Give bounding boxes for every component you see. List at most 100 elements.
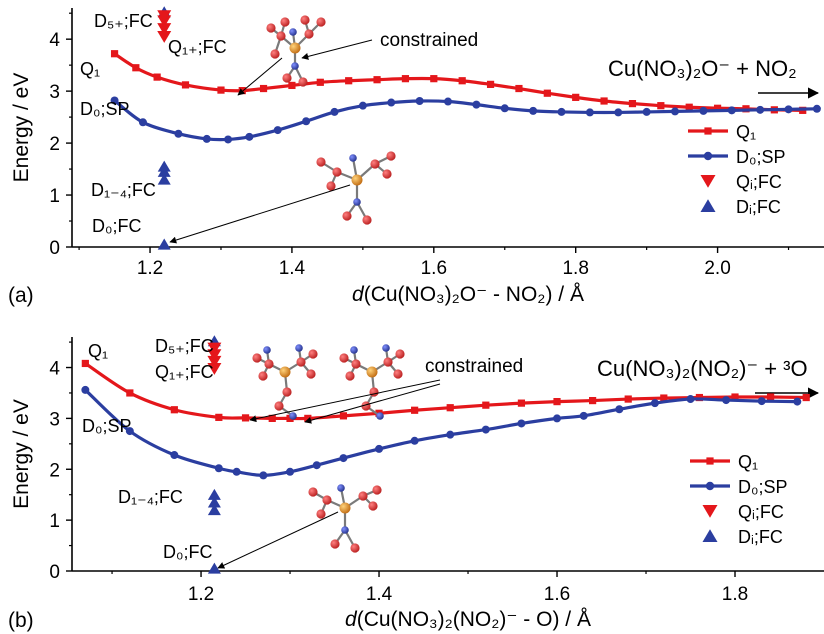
d0sp-data-point <box>174 129 183 138</box>
q1-data-point <box>268 414 276 422</box>
q1-data-point <box>628 100 637 108</box>
y-axis-label: Energy / eV <box>10 399 33 509</box>
d0sp-data-point <box>273 126 282 135</box>
q1-data-point <box>215 413 223 421</box>
d0sp-data-point <box>286 467 295 476</box>
d0sp-data-point <box>358 101 367 110</box>
y-tick-label: 4 <box>49 30 60 51</box>
x-axis-label: d(Cu(NO₃)₂(NO₂)⁻ - O) / Å <box>345 608 591 631</box>
constrained-arrow <box>304 383 441 424</box>
d0sp-data-point <box>727 106 736 115</box>
d0sp-data-point <box>170 451 179 460</box>
d-fc-point <box>207 488 221 500</box>
label-d0-fc: D₀;FC <box>92 216 141 236</box>
x-tick-label: 1.2 <box>188 584 214 605</box>
d0sp-data-point <box>784 105 793 114</box>
legend: Q₁ D₀;SP Qᵢ;FC Dᵢ;FC <box>688 122 785 217</box>
label-d14-fc: D₁₋₄;FC <box>91 180 156 200</box>
q1-data-point <box>767 393 775 401</box>
molecule-structure-icon <box>252 344 318 420</box>
y-tick-label: 4 <box>49 359 60 380</box>
legend-label: D₀;SP <box>738 477 787 497</box>
pointer-arrow <box>237 57 283 96</box>
x-tick-label: 1.8 <box>562 258 588 279</box>
panel-a: 0 1 2 3 4 1.2 1.4 1.6 1.8 2.0 Energy / eV d(Cu(NO₃)… <box>8 6 824 307</box>
x-tick-label: 1.4 <box>279 258 306 279</box>
q1-data-point <box>241 414 250 422</box>
legend-label: Qᵢ;FC <box>736 172 782 192</box>
label-d0-fc: D₀;FC <box>163 542 212 562</box>
d0sp-data-point <box>671 107 680 116</box>
q1-data-point <box>181 81 190 89</box>
q1-data-point <box>624 395 632 403</box>
product-label: Cu(NO₃)₂O⁻ + NO₂ <box>608 56 797 81</box>
d0sp-data-point <box>686 395 695 404</box>
q1-data-point <box>81 359 89 368</box>
molecule-structure-icon <box>266 15 326 87</box>
label-d0sp: D₀;SP <box>80 99 129 119</box>
d0sp-data-point <box>615 405 624 414</box>
q1-data-point <box>600 97 608 105</box>
x-tick-label: 1.2 <box>137 258 163 279</box>
q-fc-point <box>207 342 222 355</box>
d0sp-data-point <box>444 97 452 106</box>
q1-data-point <box>685 103 693 111</box>
q1-data-point <box>110 50 119 58</box>
d0sp-data-point <box>812 104 821 113</box>
d0sp-data-point <box>110 96 119 105</box>
y-tick-label: 0 <box>49 238 60 259</box>
d0sp-data-point <box>375 444 384 453</box>
legend-d-fc-marker <box>702 529 718 542</box>
x-axis-label-italic: d <box>352 283 365 306</box>
d0sp-data-point <box>756 105 765 114</box>
q1-data-point <box>589 396 597 405</box>
d0sp-data-point <box>224 135 233 144</box>
molecule-structure-icon <box>316 151 396 225</box>
d0sp-data-point <box>339 454 348 463</box>
q1-data-point <box>339 412 348 420</box>
q1-data-point <box>553 398 561 406</box>
q-fc-point <box>207 355 222 368</box>
q1-data-point <box>259 84 268 93</box>
x-tick-label: 2.0 <box>704 258 730 279</box>
q1-data-point <box>731 393 739 401</box>
legend-q-fc-marker <box>700 175 716 188</box>
legend-d0sp-marker <box>705 481 715 491</box>
panel-b: 0 1 2 3 4 1.2 1.4 1.6 1.8 Energy / eV d(Cu(NO₃)₂(N… <box>8 335 824 632</box>
q1-data-point <box>126 389 134 397</box>
legend-label: D₀;SP <box>736 147 785 167</box>
d0sp-data-point <box>446 430 455 439</box>
panel-label: (a) <box>8 284 34 307</box>
q1-data-point <box>802 393 810 402</box>
label-q1: Q₁ <box>80 59 100 79</box>
d0sp-data-point <box>793 397 802 406</box>
d0sp-series-line <box>84 388 798 477</box>
d0sp-data-point <box>579 411 588 420</box>
y-tick-label: 2 <box>49 134 60 155</box>
q1-data-point <box>446 404 454 412</box>
q1-data-point <box>153 73 161 81</box>
d0sp-data-point <box>699 106 708 115</box>
legend-label: Q₁ <box>736 122 756 142</box>
d0sp-data-point <box>722 396 731 405</box>
d0sp-data-point <box>202 134 211 143</box>
y-tick-label: 3 <box>49 409 60 430</box>
d0sp-data-point <box>81 385 90 394</box>
d0sp-data-point <box>302 117 311 126</box>
d0sp-data-point <box>232 467 241 476</box>
d0sp-data-point <box>500 104 509 113</box>
d0sp-data-point <box>614 108 623 117</box>
x-axis-label-rest: (Cu(NO₃)₂O⁻ - NO₂) / Å <box>364 283 584 306</box>
x-tick-label: 1.6 <box>421 258 447 279</box>
y-axis-label: Energy / eV <box>10 73 33 183</box>
label-q1: Q₁ <box>88 341 108 361</box>
q1-data-point <box>660 394 668 402</box>
d0sp-data-point <box>259 471 268 480</box>
d0sp-data-point <box>125 427 134 436</box>
d0sp-data-point <box>415 97 424 106</box>
constrained-label: constrained <box>425 356 523 377</box>
q1-data-point <box>316 78 324 86</box>
molecule-structure-icon <box>339 344 405 420</box>
q1-data-point <box>430 75 438 83</box>
